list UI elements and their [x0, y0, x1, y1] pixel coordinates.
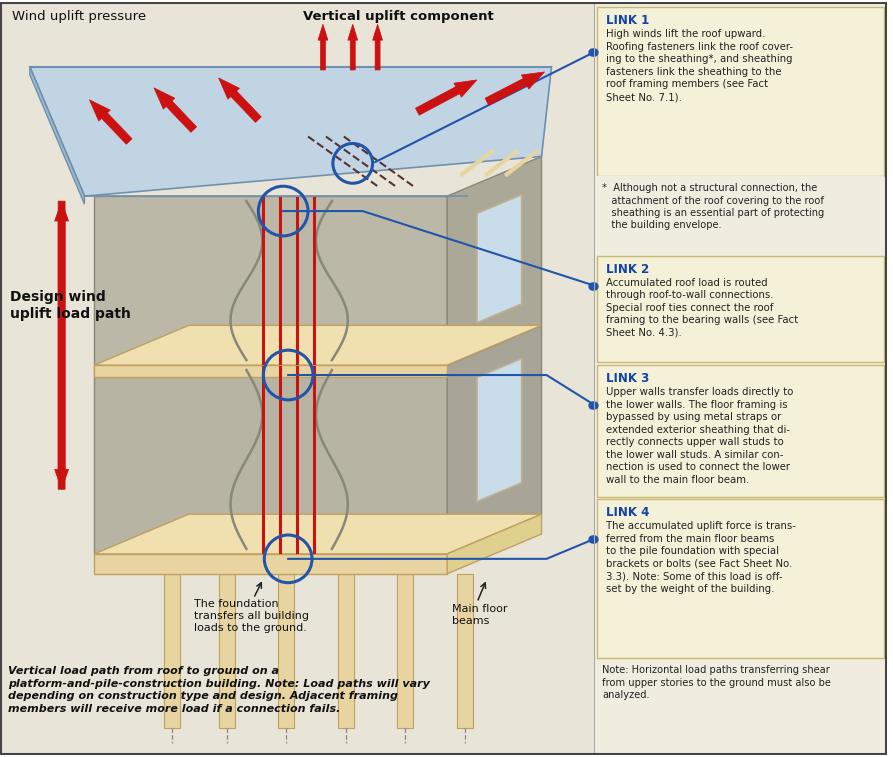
- Polygon shape: [318, 24, 328, 70]
- Polygon shape: [372, 24, 382, 70]
- Text: High winds lift the roof upward.
Roofing fasteners link the roof cover-
ing to t: High winds lift the roof upward. Roofing…: [606, 30, 793, 102]
- Text: Vertical load path from roof to ground on a
platform-and-pile-construction build: Vertical load path from roof to ground o…: [8, 666, 430, 714]
- Polygon shape: [477, 359, 522, 502]
- Text: Upper walls transfer loads directly to
the lower walls. The floor framing is
byp: Upper walls transfer loads directly to t…: [606, 387, 794, 485]
- Polygon shape: [29, 67, 552, 196]
- Bar: [338, 574, 354, 727]
- Bar: [164, 574, 179, 727]
- Text: LINK 4: LINK 4: [606, 506, 649, 519]
- Text: The accumulated uplift force is trans-
ferred from the main floor beams
to the p: The accumulated uplift force is trans- f…: [606, 521, 796, 594]
- Polygon shape: [219, 78, 262, 123]
- Polygon shape: [95, 514, 541, 554]
- Text: LINK 3: LINK 3: [606, 372, 649, 385]
- Text: The foundation
transfers all building
loads to the ground.: The foundation transfers all building lo…: [194, 599, 309, 634]
- Text: *  Although not a structural connection, the
   attachment of the roof covering : * Although not a structural connection, …: [602, 183, 824, 230]
- Polygon shape: [95, 196, 447, 365]
- Bar: [232, 196, 346, 554]
- FancyBboxPatch shape: [597, 256, 884, 362]
- Text: Wind uplift pressure: Wind uplift pressure: [12, 11, 146, 23]
- Polygon shape: [95, 365, 447, 554]
- Text: Main floor
beams: Main floor beams: [452, 603, 507, 626]
- Polygon shape: [447, 157, 541, 365]
- Polygon shape: [29, 67, 85, 204]
- Polygon shape: [347, 24, 358, 70]
- Polygon shape: [415, 80, 477, 115]
- Text: Accumulated roof load is routed
through roof-to-wall connections.
Special roof t: Accumulated roof load is routed through …: [606, 278, 798, 338]
- Polygon shape: [54, 201, 69, 489]
- Polygon shape: [95, 326, 541, 365]
- Bar: [0, 2, 594, 755]
- Text: Note: Horizontal load paths transferring shear
from upper stories to the ground : Note: Horizontal load paths transferring…: [602, 665, 831, 700]
- Bar: [95, 365, 447, 377]
- Polygon shape: [477, 195, 522, 322]
- Bar: [397, 574, 413, 727]
- Bar: [279, 574, 294, 727]
- Bar: [95, 554, 447, 574]
- Polygon shape: [89, 100, 132, 145]
- Text: LINK 1: LINK 1: [606, 14, 649, 27]
- FancyBboxPatch shape: [597, 8, 884, 176]
- FancyBboxPatch shape: [597, 499, 884, 659]
- Polygon shape: [54, 201, 69, 489]
- Text: LINK 2: LINK 2: [606, 263, 649, 276]
- Polygon shape: [154, 88, 196, 132]
- Text: Design wind
uplift load path: Design wind uplift load path: [10, 291, 130, 320]
- Polygon shape: [447, 514, 541, 574]
- FancyBboxPatch shape: [597, 365, 884, 497]
- Bar: [219, 574, 235, 727]
- Polygon shape: [485, 72, 545, 105]
- Bar: [457, 574, 473, 727]
- Bar: [597, 176, 884, 254]
- Polygon shape: [447, 326, 541, 554]
- Text: Vertical uplift component: Vertical uplift component: [303, 11, 494, 23]
- Bar: [594, 2, 888, 755]
